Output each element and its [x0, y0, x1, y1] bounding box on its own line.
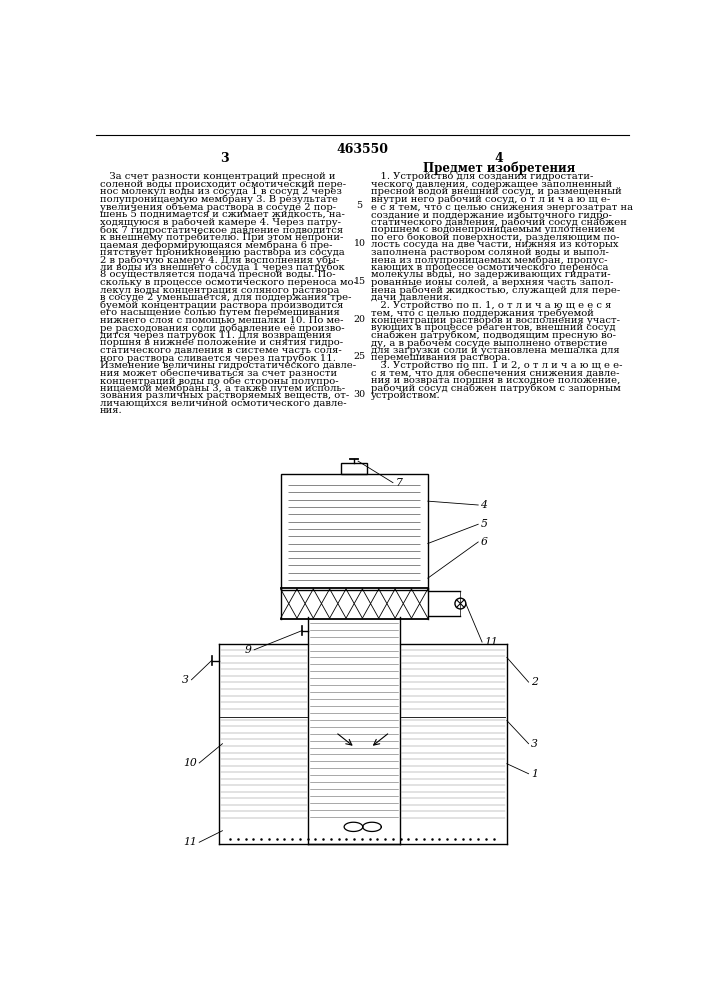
Text: личающихся величиной осмотического давле-: личающихся величиной осмотического давле… — [100, 399, 346, 408]
Text: 11: 11 — [484, 637, 498, 647]
Text: 1: 1 — [531, 769, 538, 779]
Text: внутри него рабочий сосуд, о т л и ч а ю щ е-: внутри него рабочий сосуд, о т л и ч а ю… — [371, 195, 611, 204]
Text: устройством.: устройством. — [371, 391, 441, 400]
Text: 2. Устройство по п. 1, о т л и ч а ю щ е е с я: 2. Устройство по п. 1, о т л и ч а ю щ е… — [371, 301, 612, 310]
Text: ния.: ния. — [100, 406, 122, 415]
Text: рабочий сосуд снабжен патрубком с запорным: рабочий сосуд снабжен патрубком с запорн… — [371, 384, 621, 393]
Text: статического давления в системе часть соля-: статического давления в системе часть со… — [100, 346, 341, 355]
Text: 7: 7 — [395, 478, 402, 488]
Text: снабжен патрубком, подводящим пресную во-: снабжен патрубком, подводящим пресную во… — [371, 331, 617, 340]
Text: дится через патрубок 11. Для возвращения: дится через патрубок 11. Для возвращения — [100, 331, 332, 340]
Text: нос молекул воды из сосуда 1 в сосуд 2 через: нос молекул воды из сосуда 1 в сосуд 2 ч… — [100, 187, 342, 196]
Text: ду, а в рабочем сосуде выполнено отверстие: ду, а в рабочем сосуде выполнено отверст… — [371, 338, 607, 348]
Text: е с я тем, что с целью снижения энергозатрат на: е с я тем, что с целью снижения энергоза… — [371, 203, 633, 212]
Text: 6: 6 — [481, 537, 487, 547]
Text: создание и поддержание избыточного гидро-: создание и поддержание избыточного гидро… — [371, 210, 612, 220]
Text: 2: 2 — [531, 677, 538, 687]
Text: концентраций воды по обе стороны полупро-: концентраций воды по обе стороны полупро… — [100, 376, 339, 386]
Bar — [341, 463, 368, 474]
Text: 15: 15 — [354, 277, 366, 286]
Text: его насыщение солью путем перемешивания: его насыщение солью путем перемешивания — [100, 308, 340, 317]
Text: полупроницаемую мембрану 3. В результате: полупроницаемую мембрану 3. В результате — [100, 195, 338, 204]
Text: поршня в нижнее положение и снятия гидро-: поршня в нижнее положение и снятия гидро… — [100, 338, 343, 347]
Text: заполнена раствором соляной воды и выпол-: заполнена раствором соляной воды и выпол… — [371, 248, 609, 257]
Text: рованные ионы солей, а верхняя часть запол-: рованные ионы солей, а верхняя часть зап… — [371, 278, 614, 287]
Text: по его боковой поверхности, разделяющим по-: по его боковой поверхности, разделяющим … — [371, 233, 620, 242]
Text: Изменение величины гидростатического давле-: Изменение величины гидростатического дав… — [100, 361, 356, 370]
Text: вующих в процессе реагентов, внешний сосуд: вующих в процессе реагентов, внешний сос… — [371, 323, 616, 332]
Text: 10: 10 — [354, 239, 366, 248]
Text: кающих в процессе осмотического переноса: кающих в процессе осмотического переноса — [371, 263, 609, 272]
Text: в сосуде 2 уменьшается, для поддержания тре-: в сосуде 2 уменьшается, для поддержания … — [100, 293, 351, 302]
Text: Предмет изобретения: Предмет изобретения — [423, 162, 575, 175]
Text: 25: 25 — [354, 352, 366, 361]
Bar — [281, 474, 428, 590]
Text: 463550: 463550 — [336, 143, 388, 156]
Text: ния и возврата поршня в исходное положение,: ния и возврата поршня в исходное положен… — [371, 376, 621, 385]
Text: 5: 5 — [481, 519, 487, 529]
Text: 9: 9 — [245, 645, 252, 655]
Text: ного раствора сливается через патрубок 11.: ного раствора сливается через патрубок 1… — [100, 353, 336, 363]
Text: для загрузки соли и установлена мешалка для: для загрузки соли и установлена мешалка … — [371, 346, 620, 355]
Text: бок 7 гидростатическое давление подводится: бок 7 гидростатическое давление подводит… — [100, 225, 343, 235]
Text: 10: 10 — [183, 758, 197, 768]
Text: 3: 3 — [182, 675, 189, 685]
Text: 3: 3 — [531, 739, 538, 749]
Text: 8 осуществляется подача пресной воды. По-: 8 осуществляется подача пресной воды. По… — [100, 270, 336, 279]
Text: ния может обеспечиваться за счет разности: ния может обеспечиваться за счет разност… — [100, 369, 337, 378]
Text: 20: 20 — [354, 315, 366, 324]
Text: нена рабочей жидкостью, служащей для пере-: нена рабочей жидкостью, служащей для пер… — [371, 286, 621, 295]
Text: 1. Устройство для создания гидростати-: 1. Устройство для создания гидростати- — [371, 172, 594, 181]
Text: цаемая деформирующаяся мембрана 6 пре-: цаемая деформирующаяся мембрана 6 пре- — [100, 240, 332, 250]
Text: концентрации растворов и восполнения участ-: концентрации растворов и восполнения уча… — [371, 316, 620, 325]
Text: лекул воды концентрация соляного раствора: лекул воды концентрация соляного раствор… — [100, 286, 339, 295]
Text: 5: 5 — [356, 201, 363, 210]
Text: молекулы воды, но задерживающих гидрати-: молекулы воды, но задерживающих гидрати- — [371, 270, 611, 279]
Text: статического давления, рабочий сосуд снабжен: статического давления, рабочий сосуд сна… — [371, 218, 627, 227]
Text: зования различных растворяемых веществ, от-: зования различных растворяемых веществ, … — [100, 391, 349, 400]
Text: соленой воды происходит осмотический пере-: соленой воды происходит осмотический пер… — [100, 180, 346, 189]
Text: 2 в рабочую камеру 4. Для восполнения убы-: 2 в рабочую камеру 4. Для восполнения уб… — [100, 255, 339, 265]
Text: поршнем с водонепроницаемым уплотнением: поршнем с водонепроницаемым уплотнением — [371, 225, 615, 234]
Text: ли воды из внешнего сосуда 1 через патрубок: ли воды из внешнего сосуда 1 через патру… — [100, 263, 345, 272]
Text: увеличения объема раствора в сосуде 2 пор-: увеличения объема раствора в сосуде 2 по… — [100, 203, 336, 212]
Text: нижнего слоя с помощью мешалки 10. По ме-: нижнего слоя с помощью мешалки 10. По ме… — [100, 316, 344, 325]
Text: шень 5 поднимается и сжимает жидкость, на-: шень 5 поднимается и сжимает жидкость, н… — [100, 210, 345, 219]
Text: 11: 11 — [183, 837, 197, 847]
Text: пресной водой внешний сосуд, и размещенный: пресной водой внешний сосуд, и размещенн… — [371, 187, 622, 196]
Text: 4: 4 — [481, 500, 487, 510]
Text: 4: 4 — [495, 152, 503, 165]
Text: тем, что с целью поддержания требуемой: тем, что с целью поддержания требуемой — [371, 308, 594, 318]
Text: пятствует проникновению раствора из сосуда: пятствует проникновению раствора из сосу… — [100, 248, 345, 257]
Text: нена из полупроницаемых мембран, пропус-: нена из полупроницаемых мембран, пропус- — [371, 255, 608, 265]
Text: лость сосуда на две части, нижняя из которых: лость сосуда на две части, нижняя из кот… — [371, 240, 619, 249]
Text: перемешивания раствора.: перемешивания раствора. — [371, 353, 510, 362]
Text: с я тем, что для обеспечения снижения давле-: с я тем, что для обеспечения снижения да… — [371, 369, 620, 378]
Text: ческого давления, содержащее заполненный: ческого давления, содержащее заполненный — [371, 180, 612, 189]
Text: скольку в процессе осмотического переноса мо-: скольку в процессе осмотического перенос… — [100, 278, 357, 287]
Text: 30: 30 — [354, 390, 366, 399]
Text: дачи давления.: дачи давления. — [371, 293, 452, 302]
Text: 3. Устройство по пп. 1 и 2, о т л и ч а ю щ е е-: 3. Устройство по пп. 1 и 2, о т л и ч а … — [371, 361, 623, 370]
Text: буемой концентрации раствора производится: буемой концентрации раствора производитс… — [100, 301, 344, 310]
Text: к внешнему потребителю. При этом непрони-: к внешнему потребителю. При этом непрони… — [100, 233, 344, 242]
Text: ходящуюся в рабочей камере 4. Через патру-: ходящуюся в рабочей камере 4. Через патр… — [100, 218, 341, 227]
Text: За счет разности концентраций пресной и: За счет разности концентраций пресной и — [100, 172, 336, 181]
Text: ре расходования соли добавление её произво-: ре расходования соли добавление её произ… — [100, 323, 344, 333]
Text: 3: 3 — [220, 152, 228, 165]
Text: ницаемой мембраны 3, а также путем исполь-: ницаемой мембраны 3, а также путем испол… — [100, 384, 345, 393]
